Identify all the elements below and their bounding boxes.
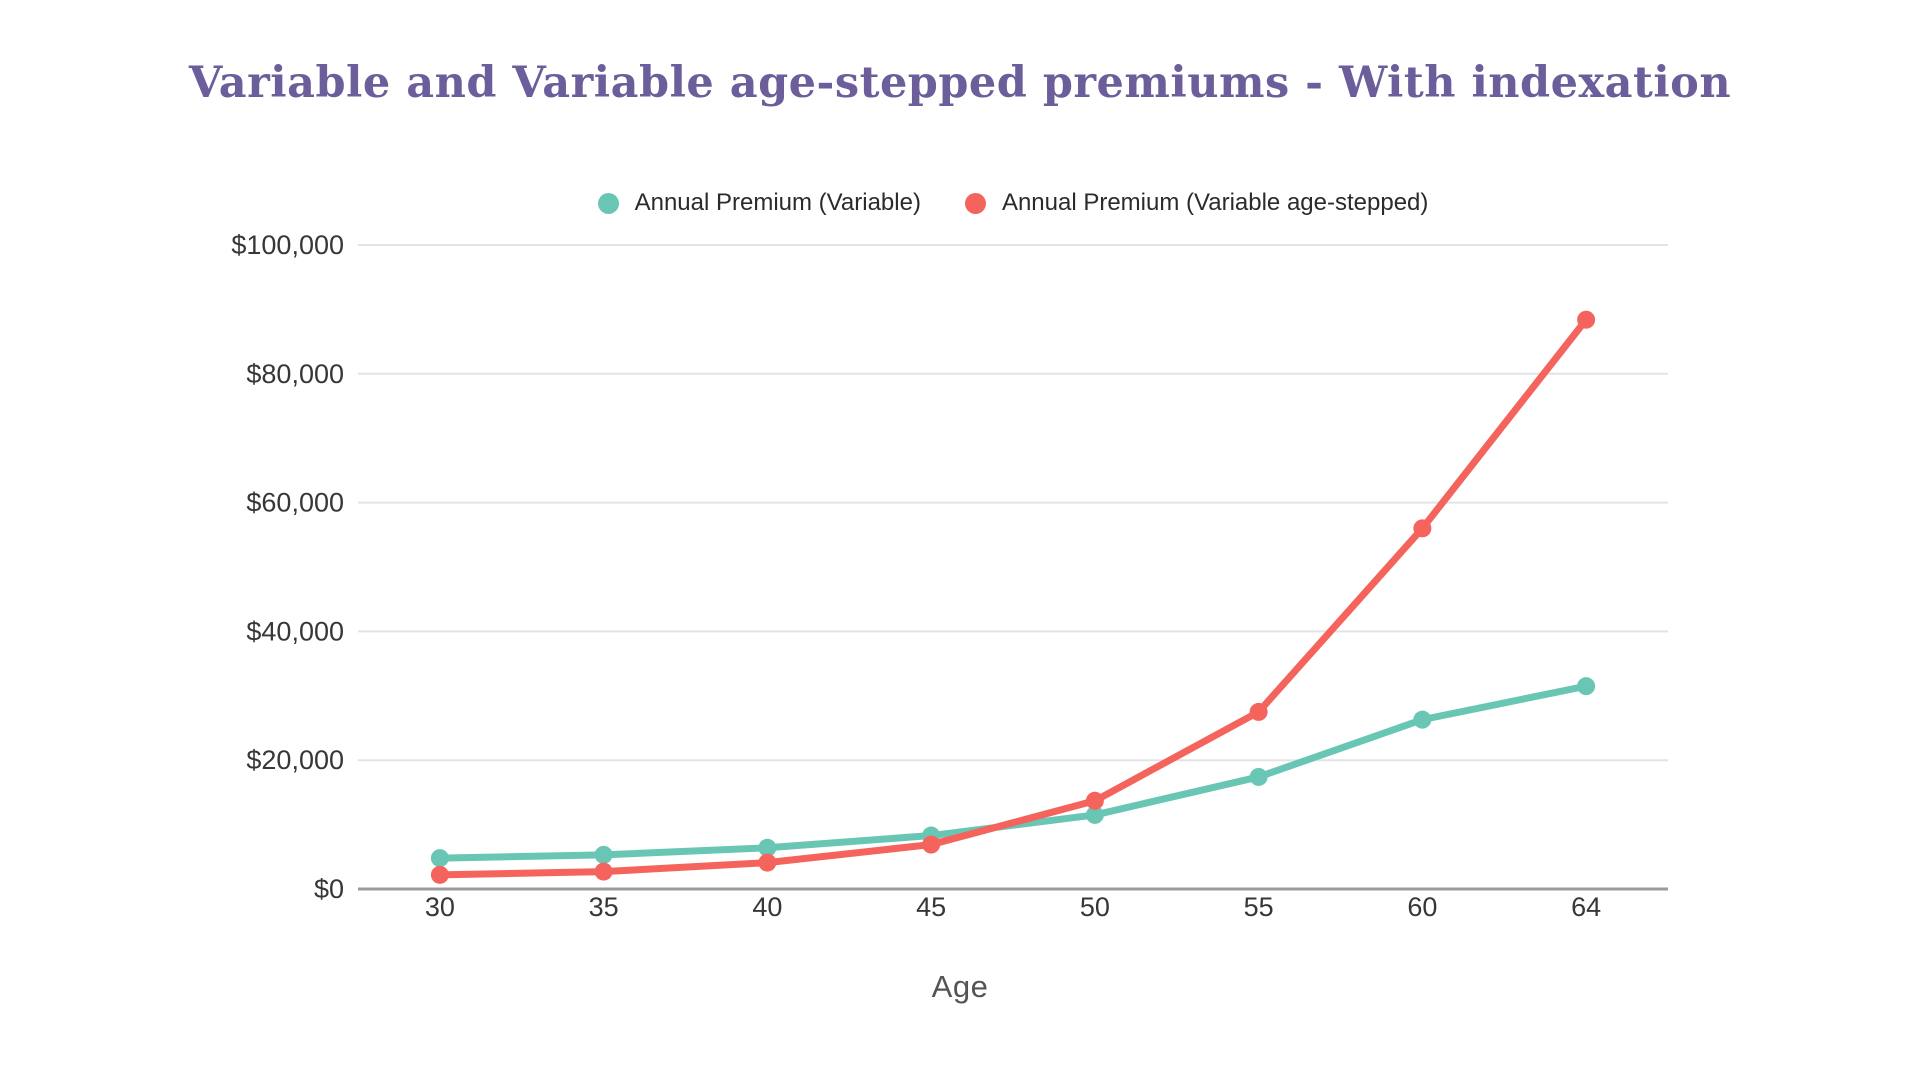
data-point-age-stepped-30[interactable] [430, 865, 449, 884]
x-tick-label-55: 55 [1244, 892, 1274, 922]
y-tick-label-100000: $100,000 [231, 230, 344, 260]
data-point-variable-50[interactable] [1085, 805, 1104, 824]
y-tick-label-0: $0 [314, 874, 344, 904]
x-tick-label-60: 60 [1407, 892, 1437, 922]
y-tick-label-60000: $60,000 [246, 488, 344, 518]
y-tick-label-20000: $20,000 [246, 745, 344, 775]
legend: Annual Premium (Variable) Annual Premium… [358, 183, 1668, 223]
legend-label-variable: Annual Premium (Variable) [634, 189, 921, 216]
data-point-age-stepped-35[interactable] [594, 862, 613, 881]
x-tick-label-45: 45 [916, 892, 946, 922]
x-tick-label-35: 35 [589, 892, 619, 922]
series-line-variable [436, 682, 1590, 862]
data-point-age-stepped-60[interactable] [1413, 519, 1432, 538]
series-line-age-stepped [436, 316, 1590, 879]
data-point-variable-35[interactable] [594, 845, 613, 864]
chart-title: Variable and Variable age-stepped premiu… [188, 58, 1732, 108]
x-axis-title: Age [931, 969, 989, 1004]
data-point-age-stepped-55[interactable] [1249, 702, 1268, 721]
data-point-age-stepped-64[interactable] [1577, 310, 1596, 329]
legend-swatch-variable-icon [597, 192, 619, 214]
x-tick-label-50: 50 [1080, 892, 1110, 922]
data-point-variable-30[interactable] [430, 849, 449, 868]
legend-item-age-stepped[interactable]: Annual Premium (Variable age-stepped) [964, 189, 1429, 217]
x-tick-label-64: 64 [1571, 892, 1601, 922]
y-tick-label-80000: $80,000 [246, 359, 344, 389]
data-point-age-stepped-45[interactable] [922, 835, 941, 854]
legend-item-variable[interactable]: Annual Premium (Variable) [597, 189, 921, 217]
data-point-variable-60[interactable] [1413, 710, 1432, 729]
data-point-age-stepped-50[interactable] [1085, 791, 1104, 810]
x-tick-label-30: 30 [425, 892, 455, 922]
data-point-age-stepped-40[interactable] [758, 853, 777, 872]
y-tick-label-40000: $40,000 [246, 616, 344, 646]
data-point-variable-40[interactable] [758, 838, 777, 857]
legend-label-age-stepped: Annual Premium (Variable age-stepped) [1001, 189, 1429, 216]
x-tick-label-40: 40 [752, 892, 782, 922]
data-point-variable-64[interactable] [1577, 677, 1596, 696]
legend-swatch-age-stepped-icon [964, 192, 986, 214]
data-point-variable-55[interactable] [1249, 767, 1268, 786]
